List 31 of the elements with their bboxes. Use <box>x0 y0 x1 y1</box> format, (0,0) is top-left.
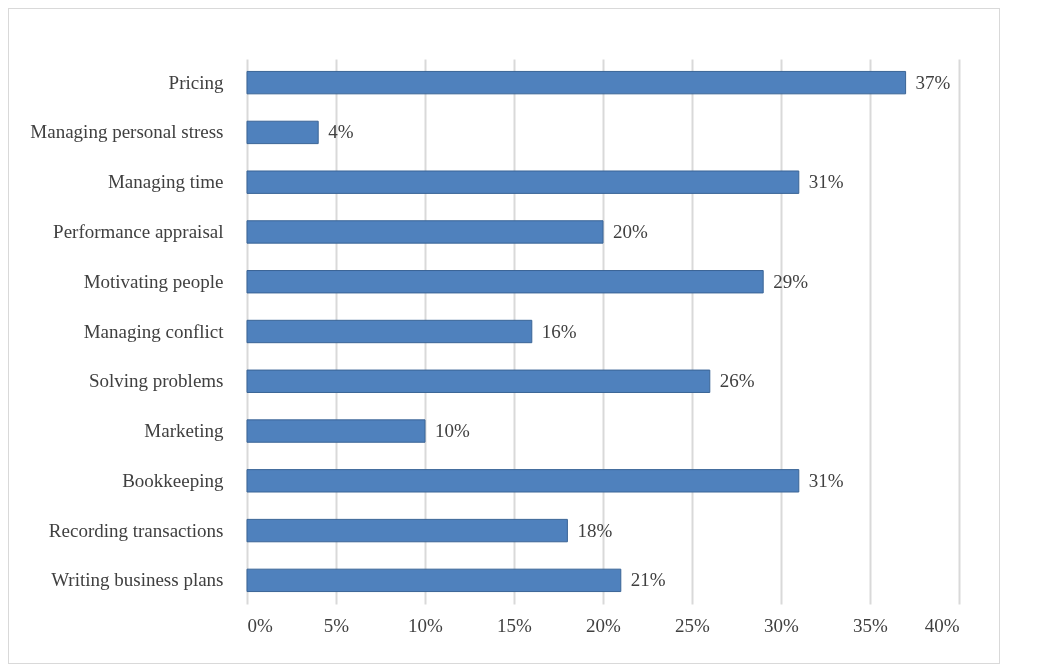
y-tick-label: Managing time <box>107 171 224 193</box>
data-label: 18% <box>577 519 613 541</box>
x-tick-label: 25% <box>675 614 711 636</box>
x-tick-label: 35% <box>853 614 889 636</box>
data-label: 37% <box>915 71 951 93</box>
y-tick-label: Pricing <box>168 71 224 93</box>
data-label: 31% <box>808 469 844 491</box>
y-tick-label: Recording transactions <box>48 519 224 541</box>
x-tick-label: 15% <box>497 614 533 636</box>
x-tick-label: 30% <box>764 614 800 636</box>
y-tick-label: Motivating people <box>83 270 224 292</box>
y-tick-label: Writing business plans <box>51 569 224 591</box>
y-tick-label: Solving problems <box>88 370 224 392</box>
data-label: 26% <box>719 370 755 392</box>
x-tick-label: 20% <box>586 614 622 636</box>
x-tick-label: 0% <box>247 614 273 636</box>
data-label: 10% <box>435 420 470 442</box>
y-tick-label: Managing personal stress <box>30 121 224 143</box>
x-tick-label: 10% <box>408 614 444 636</box>
y-tick-label: Marketing <box>144 420 224 442</box>
data-label: 29% <box>773 270 809 292</box>
data-label: 31% <box>808 171 844 193</box>
x-tick-label: 40% <box>924 614 960 636</box>
data-label: 21% <box>630 569 666 591</box>
data-label: 4% <box>328 121 354 143</box>
data-label: 20% <box>613 220 648 242</box>
y-tick-label: Performance appraisal <box>53 220 224 242</box>
y-tick-label: Bookkeeping <box>122 469 224 491</box>
x-tick-label: 5% <box>323 614 350 636</box>
data-label: 16% <box>541 320 577 342</box>
y-tick-label: Managing conflict <box>83 320 225 342</box>
